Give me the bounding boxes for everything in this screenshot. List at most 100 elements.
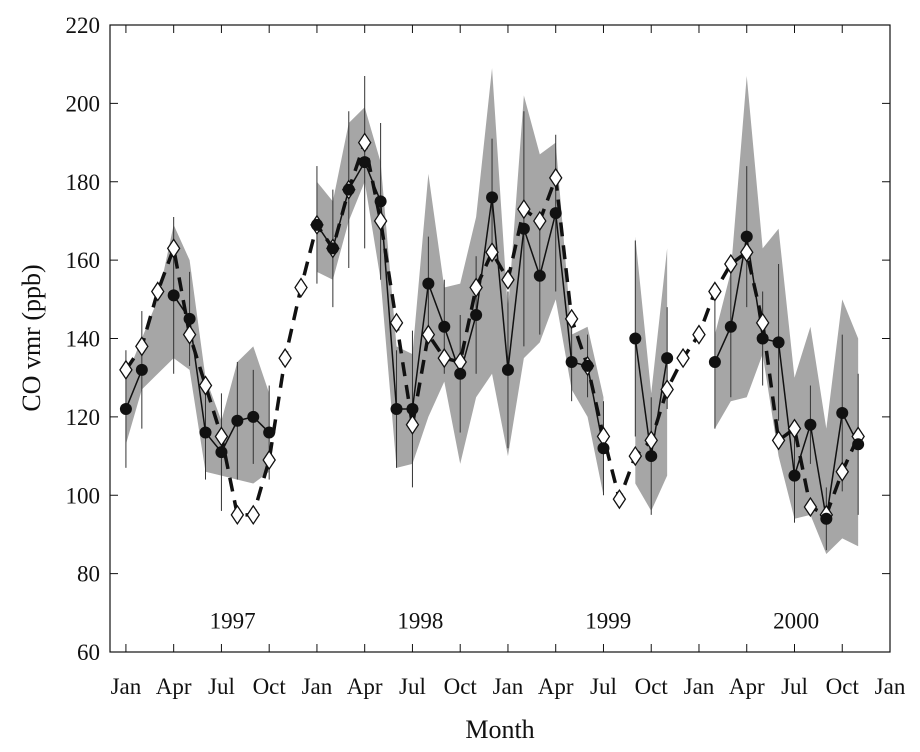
diamond-marker (485, 242, 499, 263)
diamond-marker (708, 281, 722, 302)
diamond-marker (198, 375, 213, 396)
x-tick-label: Jan (684, 674, 715, 699)
diamond-marker (421, 324, 436, 345)
y-tick-label: 200 (66, 91, 101, 116)
diamond-marker (357, 132, 372, 153)
diamond-marker (469, 277, 483, 298)
diamond-marker (246, 504, 261, 526)
x-tick-label: Oct (253, 674, 287, 699)
range-band (714, 75, 859, 555)
circle-marker (788, 469, 801, 482)
y-tick-label: 180 (66, 170, 101, 195)
x-tick-label: Jul (208, 674, 235, 699)
circle-marker (342, 183, 355, 196)
x-tick-label: Jul (399, 674, 426, 699)
circle-marker (454, 367, 467, 380)
diamond-marker (564, 308, 579, 330)
diamond-marker (676, 347, 690, 369)
circle-marker (390, 403, 403, 416)
year-label: 2000 (773, 609, 819, 634)
circle-marker (565, 356, 578, 369)
diamond-marker (533, 210, 547, 232)
circle-marker (772, 336, 785, 349)
diamond-marker (612, 488, 627, 510)
circle-marker (645, 450, 658, 463)
circle-marker (167, 289, 180, 302)
circle-marker (422, 277, 435, 290)
x-tick-label: Apr (156, 674, 192, 699)
x-tick-label: Jul (781, 674, 808, 699)
diamond-marker (373, 210, 388, 232)
circle-marker (438, 320, 451, 333)
x-tick-label: Jan (111, 674, 142, 699)
circle-marker (708, 356, 721, 369)
circle-marker (135, 363, 148, 376)
year-label: 1997 (210, 609, 256, 634)
diamond-marker (262, 449, 276, 471)
y-tick-label: 160 (66, 248, 101, 273)
circle-marker (119, 403, 132, 416)
diamond-marker (119, 359, 133, 381)
diamond-marker (230, 504, 245, 526)
circle-marker (374, 195, 387, 208)
x-tick-label: Jan (875, 674, 906, 699)
circle-marker (517, 222, 530, 235)
diamond-marker (389, 312, 404, 333)
circle-marker (501, 363, 514, 376)
circle-marker (199, 426, 212, 439)
diamond-marker (692, 324, 706, 345)
circle-marker (358, 156, 371, 169)
diamond-marker (755, 312, 770, 333)
diamond-marker (787, 418, 802, 439)
diamond-marker (278, 347, 292, 369)
circle-marker (406, 403, 419, 416)
diamond-marker (214, 426, 229, 447)
circle-marker (820, 512, 833, 525)
diamond-marker (628, 445, 643, 467)
diamond-marker (405, 414, 420, 435)
diamond-marker (644, 430, 659, 451)
y-tick-label: 100 (66, 483, 101, 508)
circle-marker (549, 207, 562, 220)
circle-marker (263, 426, 276, 439)
diamond-marker (724, 253, 738, 275)
circle-marker (215, 446, 228, 459)
x-tick-label: Jan (302, 674, 333, 699)
x-tick-label: Apr (538, 674, 574, 699)
diamond-marker (437, 347, 452, 369)
y-tick-label: 220 (66, 13, 101, 38)
y-tick-label: 120 (66, 405, 101, 430)
range-band (316, 68, 604, 496)
x-tick-label: Jan (493, 674, 524, 699)
diamond-marker (150, 281, 165, 302)
y-tick-label: 60 (77, 640, 100, 665)
circle-marker (310, 218, 323, 231)
circle-marker (724, 320, 737, 333)
circle-marker (756, 332, 769, 345)
circle-marker (740, 230, 753, 243)
diamond-marker (660, 379, 674, 400)
circle-marker (486, 191, 499, 204)
circle-marker (836, 406, 849, 419)
diamond-marker (803, 496, 818, 518)
x-tick-label: Oct (444, 674, 478, 699)
diamond-marker (771, 430, 786, 451)
diamond-marker (182, 324, 197, 345)
x-tick-label: Oct (635, 674, 669, 699)
circle-marker (804, 418, 817, 431)
circle-marker (661, 352, 674, 365)
diamond-marker (294, 277, 308, 298)
x-axis-label: Month (465, 715, 534, 744)
diamond-marker (501, 269, 515, 290)
diamond-marker (517, 199, 531, 220)
diamond-marker (166, 238, 181, 259)
y-axis-label: CO vmr (ppb) (17, 264, 46, 411)
circle-marker (326, 242, 339, 255)
circle-marker (581, 359, 594, 372)
circle-marker (597, 442, 610, 455)
circle-marker (533, 269, 546, 282)
y-tick-label: 80 (77, 562, 100, 587)
year-label: 1998 (397, 609, 443, 634)
circle-marker (247, 410, 260, 423)
